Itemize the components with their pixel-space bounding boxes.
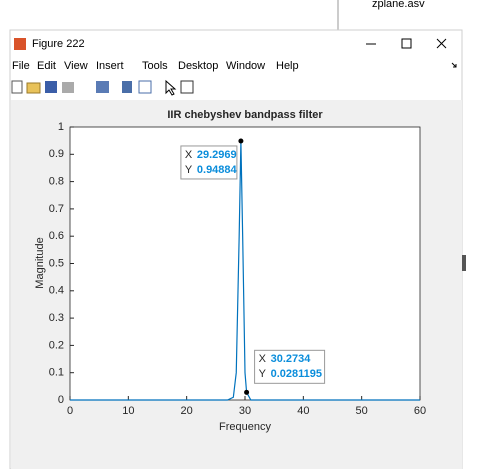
y-tick-label: 0.4 (49, 285, 64, 297)
menu-item[interactable]: Help (276, 60, 299, 72)
datatip: X 30.2734 Y 0.0281195 (254, 349, 326, 384)
y-tick-label: 0.8 (49, 176, 64, 188)
y-tick-label: 0 (58, 394, 64, 406)
datatip-box (180, 145, 238, 180)
datatip-key: X (185, 149, 193, 161)
datatip-key: Y (185, 164, 193, 176)
menu-item[interactable]: Desktop (178, 60, 218, 72)
tool-pointer[interactable] (165, 79, 177, 96)
close[interactable] (436, 38, 447, 49)
window-title: Figure 222 (32, 38, 85, 50)
x-tick-label: 30 (239, 405, 251, 417)
x-tick-label: 20 (181, 405, 193, 417)
x-axis-label: Frequency (219, 421, 271, 433)
x-tick-label: 40 (297, 405, 309, 417)
tool-print[interactable] (62, 82, 74, 93)
x-tick-label: 0 (67, 405, 73, 417)
tool-colorbar[interactable] (122, 81, 132, 93)
datatip-marker (238, 138, 244, 144)
menu-item[interactable]: File (12, 60, 30, 72)
app-icon (14, 38, 26, 50)
tool-legend[interactable] (138, 80, 152, 94)
menu-item[interactable]: Insert (96, 60, 124, 72)
chart-title: IIR chebyshev bandpass filter (167, 109, 323, 121)
datatip-key: Y (259, 368, 267, 380)
y-tick-label: 0.5 (49, 257, 64, 269)
datatip-y: 0.94884 (197, 164, 238, 176)
menu-item[interactable]: View (64, 60, 88, 72)
maximize[interactable] (401, 38, 412, 49)
tool-new[interactable] (11, 80, 23, 94)
tool-browser[interactable] (180, 80, 194, 94)
x-tick-label: 10 (122, 405, 134, 417)
tool-open[interactable] (26, 82, 41, 94)
x-tick-label: 60 (414, 405, 426, 417)
y-tick-label: 0.9 (49, 148, 64, 160)
datatip-x: 29.2969 (197, 149, 237, 161)
datatip-key: X (259, 353, 267, 365)
y-tick-label: 1 (58, 121, 64, 133)
edge-handle (462, 255, 466, 271)
datatip-marker (244, 389, 250, 395)
datatip: X 29.2969 Y 0.94884 (180, 145, 238, 180)
y-tick-label: 0.7 (49, 203, 64, 215)
datatip-x: 30.2734 (271, 353, 312, 365)
x-tick-label: 50 (356, 405, 368, 417)
menu-item[interactable]: Tools (142, 60, 168, 72)
y-axis-label: Magnitude (34, 237, 46, 288)
y-tick-label: 0.3 (49, 312, 64, 324)
menu-item[interactable]: Window (226, 60, 265, 72)
tool-link[interactable] (96, 81, 109, 93)
y-tick-label: 0.1 (49, 367, 64, 379)
datatip-y: 0.0281195 (271, 368, 322, 380)
menu-bar: File Edit View Insert Tools Desktop Window Help (12, 60, 299, 72)
bg-file: zplane.asv (372, 0, 425, 10)
y-tick-label: 0.6 (49, 230, 64, 242)
datatip-box (254, 349, 326, 384)
menu-item[interactable]: Edit (37, 60, 56, 72)
y-tick-label: 0.2 (49, 339, 64, 351)
tool-save[interactable] (45, 81, 57, 93)
toolbar (11, 79, 194, 96)
menu-arrow (451, 62, 457, 68)
